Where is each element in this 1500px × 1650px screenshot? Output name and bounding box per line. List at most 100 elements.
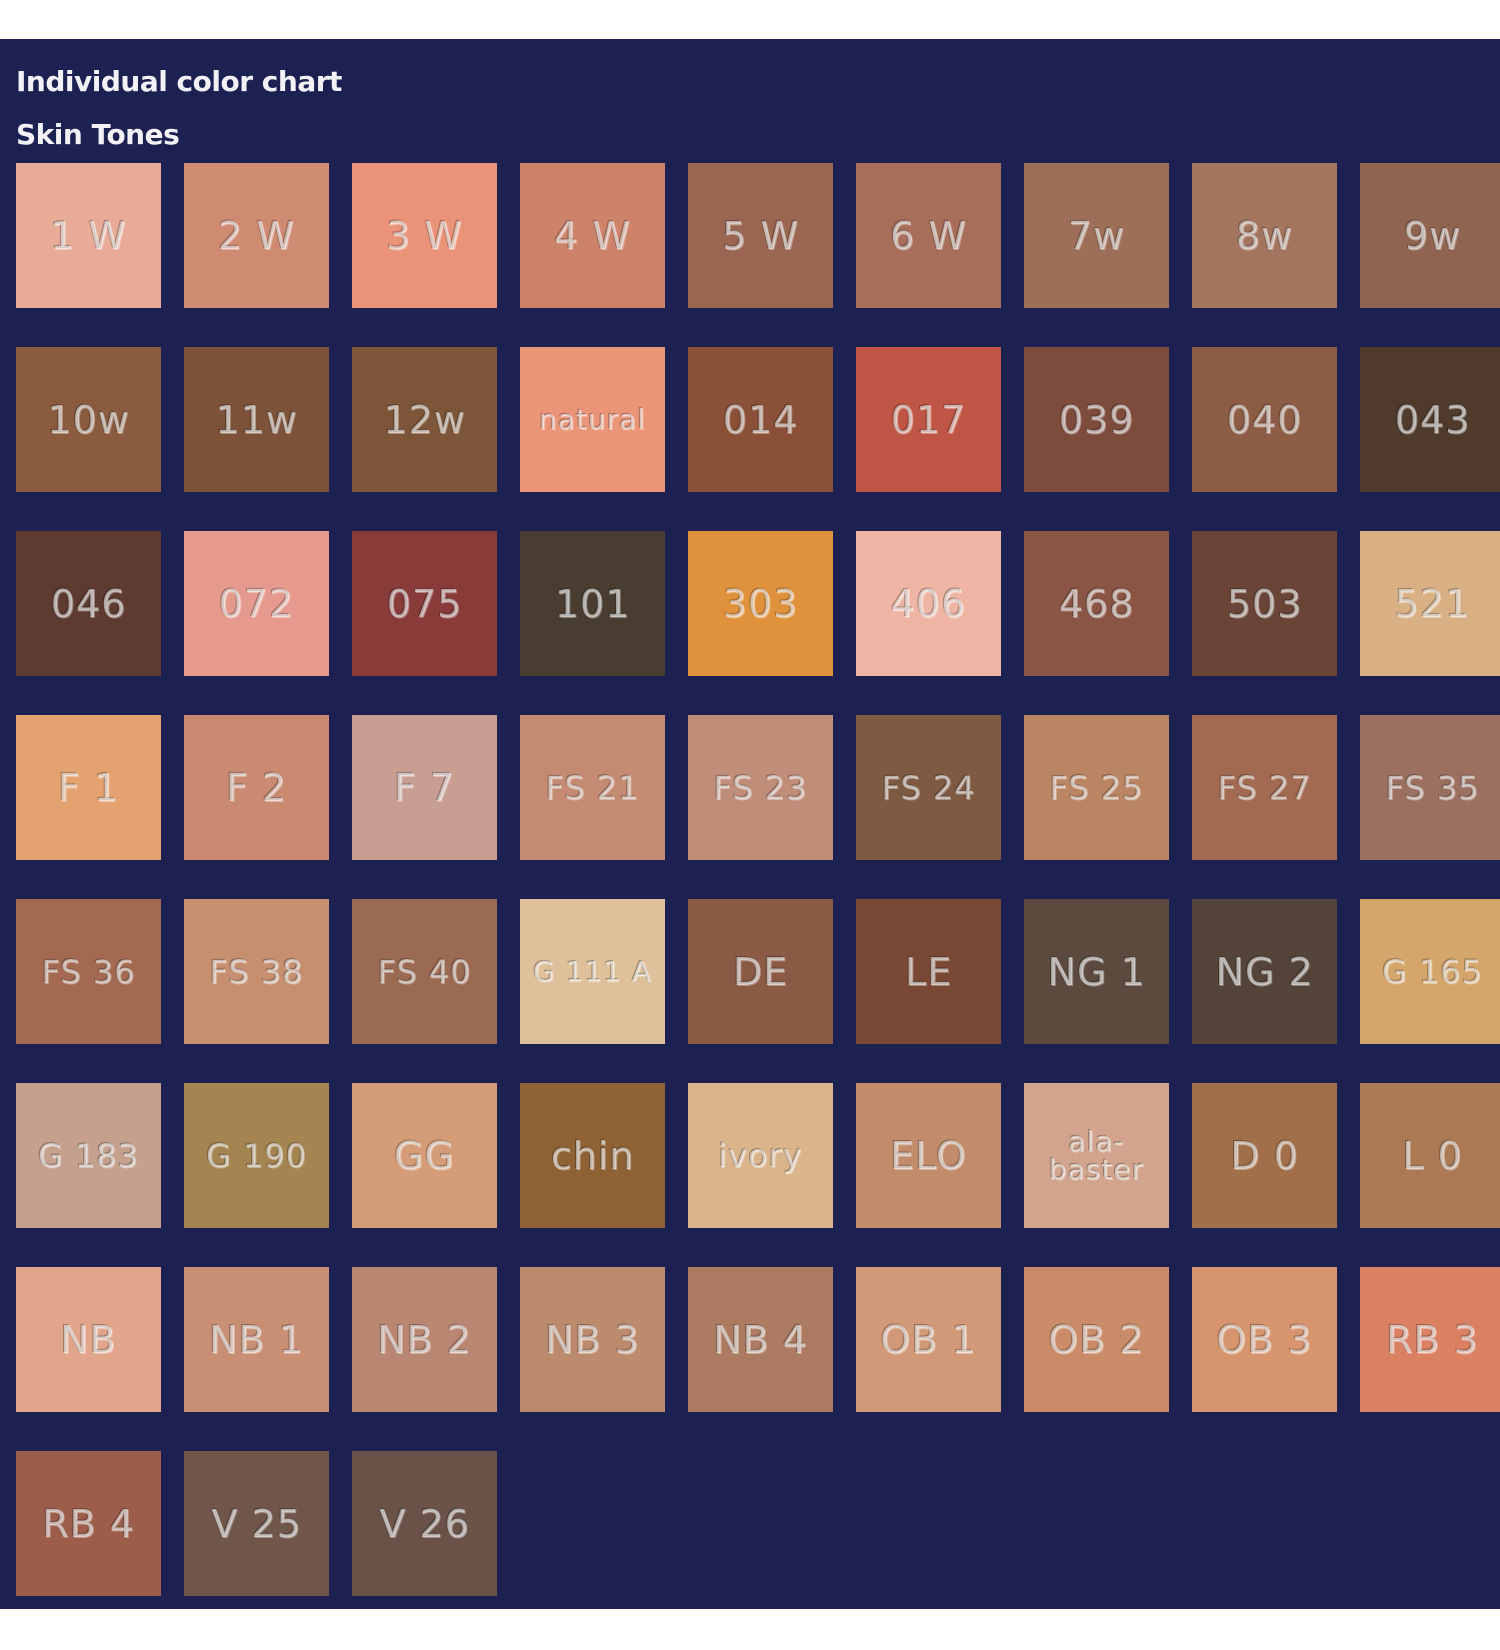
color-swatch[interactable]: NG 2 <box>1192 899 1337 1044</box>
color-swatch[interactable]: FS 38 <box>184 899 329 1044</box>
color-swatch[interactable]: GG <box>352 1083 497 1228</box>
swatch-label: ivory <box>718 1136 803 1175</box>
color-swatch[interactable]: 1 W <box>16 163 161 308</box>
swatch-label: 8w <box>1235 213 1294 258</box>
swatch-label: L 0 <box>1402 1133 1463 1178</box>
swatch-label: FS 25 <box>1049 768 1144 807</box>
color-swatch[interactable]: 4 W <box>520 163 665 308</box>
swatch-label: 017 <box>890 397 967 442</box>
color-swatch[interactable]: 9w <box>1360 163 1500 308</box>
color-swatch[interactable]: G 183 <box>16 1083 161 1228</box>
color-swatch[interactable]: V 26 <box>352 1451 497 1596</box>
color-swatch[interactable]: 3 W <box>352 163 497 308</box>
color-swatch[interactable]: ELO <box>856 1083 1001 1228</box>
color-swatch[interactable]: G 190 <box>184 1083 329 1228</box>
swatch-label: chin <box>550 1133 635 1178</box>
color-swatch[interactable]: G 165 <box>1360 899 1500 1044</box>
color-swatch[interactable]: FS 36 <box>16 899 161 1044</box>
color-swatch[interactable]: 10w <box>16 347 161 492</box>
color-swatch[interactable]: 043 <box>1360 347 1500 492</box>
swatch-label: 5 W <box>722 213 799 258</box>
color-swatch[interactable]: 6 W <box>856 163 1001 308</box>
swatch-label: G 183 <box>37 1136 140 1175</box>
color-swatch[interactable]: 406 <box>856 531 1001 676</box>
color-swatch[interactable]: 468 <box>1024 531 1169 676</box>
swatch-label: OB 1 <box>880 1317 977 1362</box>
color-swatch[interactable]: chin <box>520 1083 665 1228</box>
color-swatch[interactable]: FS 35 <box>1360 715 1500 860</box>
color-swatch[interactable]: NB <box>16 1267 161 1412</box>
color-swatch[interactable]: F 1 <box>16 715 161 860</box>
color-swatch[interactable]: 039 <box>1024 347 1169 492</box>
color-swatch[interactable]: 503 <box>1192 531 1337 676</box>
color-swatch[interactable]: NB 2 <box>352 1267 497 1412</box>
color-swatch[interactable]: NB 3 <box>520 1267 665 1412</box>
swatch-label: 075 <box>386 581 463 626</box>
color-swatch[interactable]: 5 W <box>688 163 833 308</box>
color-swatch[interactable]: 017 <box>856 347 1001 492</box>
color-swatch[interactable]: 075 <box>352 531 497 676</box>
swatch-label: FS 23 <box>713 768 808 807</box>
color-swatch[interactable]: 12w <box>352 347 497 492</box>
color-swatch[interactable]: 8w <box>1192 163 1337 308</box>
color-swatch[interactable]: 101 <box>520 531 665 676</box>
color-swatch[interactable]: OB 2 <box>1024 1267 1169 1412</box>
swatch-label: RB 3 <box>1386 1317 1479 1362</box>
swatch-label: GG <box>394 1133 455 1178</box>
color-swatch[interactable]: FS 25 <box>1024 715 1169 860</box>
swatch-grid: 1 W 2 W 3 W 4 W 5 W 6 W 7w 8w 9w 10w 11w 12w natural… <box>16 163 1500 1603</box>
color-swatch[interactable]: L 0 <box>1360 1083 1500 1228</box>
color-swatch[interactable]: FS 21 <box>520 715 665 860</box>
color-swatch[interactable]: 014 <box>688 347 833 492</box>
color-swatch[interactable]: natural <box>520 347 665 492</box>
swatch-label: 406 <box>890 581 967 626</box>
swatch-label: G 190 <box>205 1136 308 1175</box>
swatch-label: FS 24 <box>881 768 976 807</box>
color-swatch[interactable]: RB 4 <box>16 1451 161 1596</box>
color-swatch[interactable]: 521 <box>1360 531 1500 676</box>
color-swatch[interactable]: 046 <box>16 531 161 676</box>
swatch-label: F 1 <box>57 765 120 810</box>
color-swatch[interactable]: D 0 <box>1192 1083 1337 1228</box>
swatch-label: 3 W <box>386 213 463 258</box>
color-swatch[interactable]: G 111 A <box>520 899 665 1044</box>
color-swatch[interactable]: RB 3 <box>1360 1267 1500 1412</box>
swatch-label: 2 W <box>218 213 295 258</box>
color-swatch[interactable]: F 7 <box>352 715 497 860</box>
color-swatch[interactable]: LE <box>856 899 1001 1044</box>
color-swatch[interactable]: NG 1 <box>1024 899 1169 1044</box>
color-swatch[interactable]: DE <box>688 899 833 1044</box>
color-swatch[interactable]: 2 W <box>184 163 329 308</box>
color-swatch[interactable]: 072 <box>184 531 329 676</box>
color-swatch[interactable]: ivory <box>688 1083 833 1228</box>
color-swatch[interactable]: NB 1 <box>184 1267 329 1412</box>
swatch-label: OB 2 <box>1048 1317 1145 1362</box>
swatch-label: FS 35 <box>1385 768 1480 807</box>
swatch-label: LE <box>904 949 953 994</box>
swatch-label: 6 W <box>890 213 967 258</box>
color-swatch[interactable]: FS 24 <box>856 715 1001 860</box>
color-swatch[interactable]: 7w <box>1024 163 1169 308</box>
color-swatch[interactable]: V 25 <box>184 1451 329 1596</box>
color-swatch[interactable]: F 2 <box>184 715 329 860</box>
swatch-label: V 25 <box>211 1501 302 1546</box>
swatch-label: DE <box>732 949 789 994</box>
swatch-label: 303 <box>722 581 799 626</box>
color-swatch[interactable]: 303 <box>688 531 833 676</box>
swatch-label: natural <box>538 402 647 436</box>
swatch-label: NG 1 <box>1047 949 1146 994</box>
color-swatch[interactable]: FS 40 <box>352 899 497 1044</box>
color-swatch[interactable]: NB 4 <box>688 1267 833 1412</box>
swatch-label: D 0 <box>1230 1133 1299 1178</box>
color-swatch[interactable]: OB 1 <box>856 1267 1001 1412</box>
color-swatch[interactable]: 040 <box>1192 347 1337 492</box>
color-swatch[interactable]: 11w <box>184 347 329 492</box>
color-swatch[interactable]: FS 27 <box>1192 715 1337 860</box>
swatch-label: 039 <box>1058 397 1135 442</box>
color-swatch[interactable]: ala-baster <box>1024 1083 1169 1228</box>
swatch-label: F 7 <box>393 765 456 810</box>
color-swatch[interactable]: FS 23 <box>688 715 833 860</box>
swatch-label: FS 38 <box>209 952 304 991</box>
color-swatch[interactable]: OB 3 <box>1192 1267 1337 1412</box>
swatch-label: OB 3 <box>1216 1317 1313 1362</box>
